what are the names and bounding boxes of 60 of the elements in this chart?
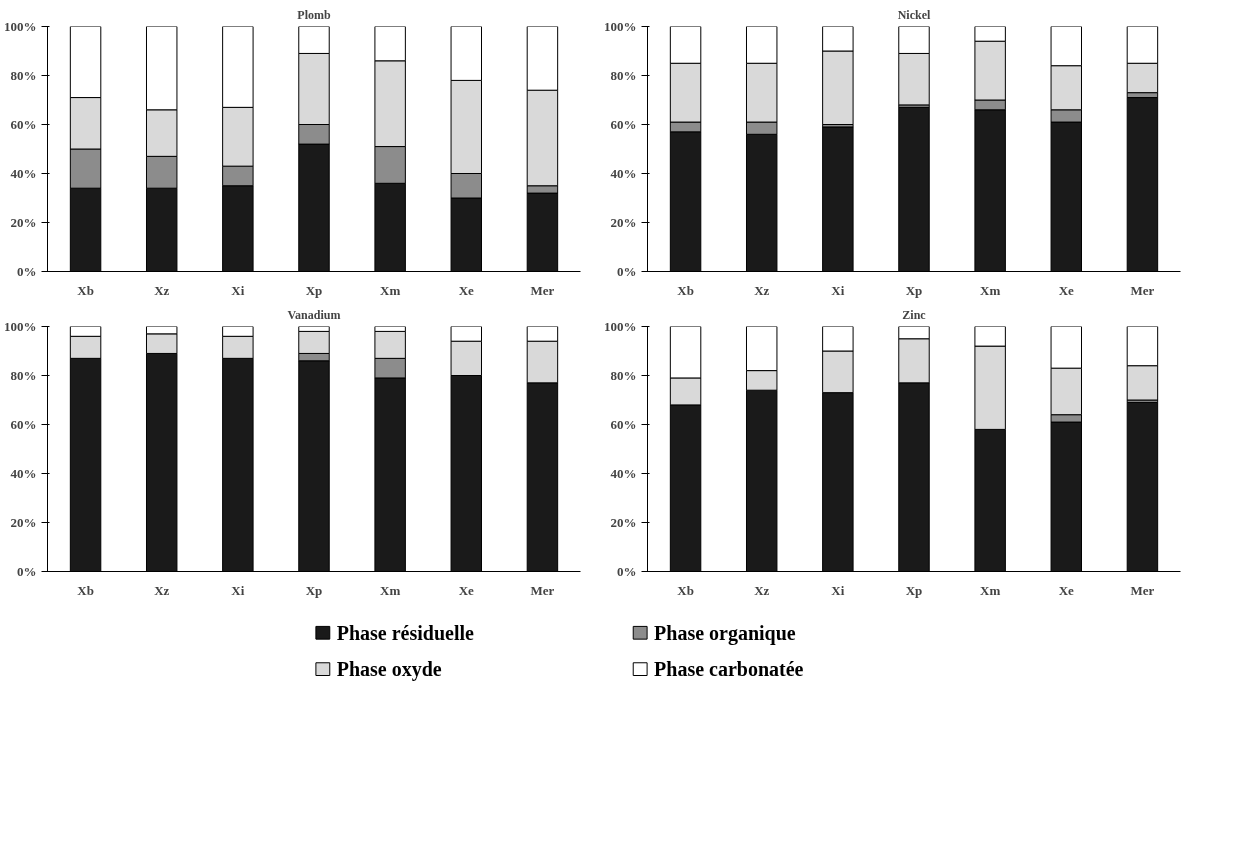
y-tick-label: 20% <box>10 515 37 530</box>
chart-title: Vanadium <box>287 307 341 322</box>
chart-title: Nickel <box>897 7 931 22</box>
x-tick-label: Xe <box>1058 282 1075 298</box>
legend-label: Phase organique <box>654 621 796 645</box>
y-tick-label: 100% <box>604 19 637 34</box>
y-tick-label: 60% <box>10 117 37 132</box>
y-tick-label: 20% <box>610 215 637 230</box>
y-tick-label: 100% <box>4 19 37 34</box>
x-tick-label: Xb <box>77 282 94 298</box>
y-tick-label: 0% <box>17 564 37 579</box>
y-tick-label: 40% <box>610 166 637 181</box>
legend-label: Phase carbonatée <box>654 658 804 681</box>
y-tick-label: 0% <box>17 264 37 279</box>
y-tick-label: 60% <box>10 417 37 432</box>
y-tick-label: 60% <box>610 417 637 432</box>
x-tick-label: Xp <box>305 282 323 298</box>
x-tick-label: Xp <box>305 582 323 598</box>
y-tick-label: 0% <box>617 564 637 579</box>
y-tick-label: 100% <box>604 319 637 334</box>
y-tick-label: 20% <box>610 515 637 530</box>
x-tick-label: Xe <box>458 582 475 598</box>
y-tick-label: 80% <box>10 368 37 383</box>
x-tick-label: Mer <box>1130 582 1155 598</box>
x-tick-label: Xz <box>754 582 770 598</box>
x-tick-label: Xp <box>905 282 923 298</box>
y-tick-label: 80% <box>610 68 637 83</box>
x-tick-label: Xe <box>458 282 475 298</box>
x-tick-label: Xz <box>154 582 170 598</box>
x-tick-label: Xb <box>677 282 694 298</box>
y-tick-label: 0% <box>617 264 637 279</box>
y-tick-label: 40% <box>10 166 37 181</box>
y-tick-label: 40% <box>610 466 637 481</box>
x-tick-label: Xm <box>980 582 1001 598</box>
x-tick-label: Xz <box>754 282 770 298</box>
x-tick-label: Xm <box>380 282 401 298</box>
y-tick-label: 40% <box>10 466 37 481</box>
y-tick-label: 20% <box>10 215 37 230</box>
x-tick-label: Xm <box>380 582 401 598</box>
chart-title: Zinc <box>902 307 927 322</box>
x-tick-label: Xi <box>831 282 845 298</box>
legend-label: Phase résiduelle <box>336 621 475 644</box>
x-tick-label: Xz <box>154 282 170 298</box>
x-tick-label: Xi <box>231 282 245 298</box>
x-tick-label: Xm <box>980 282 1001 298</box>
x-tick-label: Mer <box>530 582 555 598</box>
x-tick-label: Mer <box>530 282 555 298</box>
legend-label: Phase oxyde <box>336 658 442 682</box>
y-tick-label: 60% <box>610 117 637 132</box>
x-tick-label: Xe <box>1058 582 1075 598</box>
x-tick-label: Xp <box>905 582 923 598</box>
x-tick-label: Xi <box>831 582 845 598</box>
x-tick-label: Xi <box>231 582 245 598</box>
x-tick-label: Xb <box>77 582 94 598</box>
x-tick-label: Mer <box>1130 282 1155 298</box>
y-tick-label: 80% <box>10 68 37 83</box>
chart-title: Plomb <box>297 7 331 22</box>
x-tick-label: Xb <box>677 582 694 598</box>
y-tick-label: 80% <box>610 368 637 383</box>
y-tick-label: 100% <box>4 319 37 334</box>
